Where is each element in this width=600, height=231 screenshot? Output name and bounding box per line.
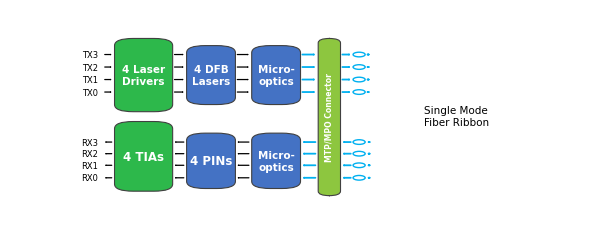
Text: 4 DFB
Lasers: 4 DFB Lasers: [192, 65, 230, 87]
Text: 4 TIAs: 4 TIAs: [123, 150, 164, 163]
FancyBboxPatch shape: [252, 46, 301, 105]
FancyBboxPatch shape: [187, 134, 235, 189]
Text: RX0: RX0: [82, 173, 98, 182]
Text: Micro-
optics: Micro- optics: [257, 65, 295, 87]
FancyBboxPatch shape: [252, 134, 301, 189]
Text: TX1: TX1: [82, 76, 98, 85]
FancyBboxPatch shape: [115, 39, 173, 112]
Text: RX2: RX2: [82, 149, 98, 158]
Text: RX1: RX1: [82, 161, 98, 170]
Text: TX2: TX2: [82, 63, 98, 72]
Text: 4 PINs: 4 PINs: [190, 155, 232, 168]
Text: RX3: RX3: [81, 138, 98, 147]
Text: Micro-
optics: Micro- optics: [257, 150, 295, 172]
Text: TX3: TX3: [82, 51, 98, 60]
FancyBboxPatch shape: [318, 39, 341, 196]
FancyBboxPatch shape: [115, 122, 173, 191]
Text: TX0: TX0: [82, 88, 98, 97]
FancyBboxPatch shape: [187, 46, 235, 105]
Text: 4 Laser
Drivers: 4 Laser Drivers: [122, 65, 165, 87]
Text: Single Mode
Fiber Ribbon: Single Mode Fiber Ribbon: [424, 106, 489, 128]
Text: MTP/MPO Connector: MTP/MPO Connector: [325, 73, 334, 162]
